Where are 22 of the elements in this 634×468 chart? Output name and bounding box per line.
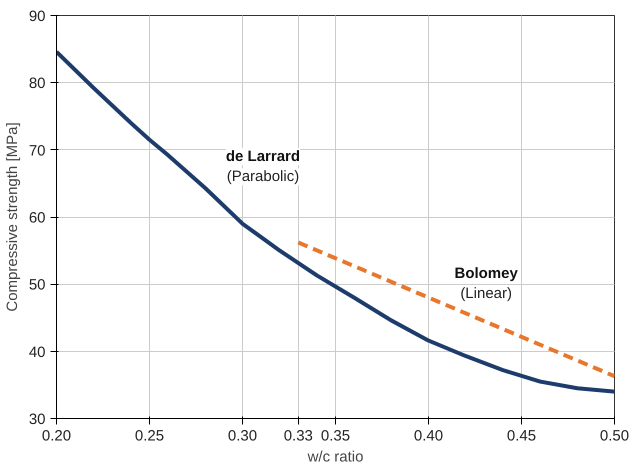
x-tick-label: 0.30 [228, 428, 258, 444]
x-tick-label: 0.33 [284, 428, 313, 444]
annotation: (Parabolic) [226, 168, 300, 186]
y-tick-label: 30 [28, 411, 46, 428]
x-axis-title: w/c ratio [306, 448, 364, 466]
y-tick-label: 70 [28, 142, 46, 160]
y-axis-title: Compressive strength [MPa] [4, 122, 21, 312]
line-series [56, 50, 614, 394]
y-tick-label: 60 [28, 210, 46, 226]
x-tick-label: 0.35 [320, 428, 350, 444]
series-label: Bolomey [454, 265, 518, 282]
y-tick-label: 90 [28, 8, 46, 25]
annotation: (Linear) [460, 285, 512, 302]
x-tick-label: 0.50 [600, 428, 630, 444]
y-tick-label: 40 [28, 344, 46, 361]
x-tick-label: 0.40 [414, 428, 444, 444]
y-tick-label: 80 [28, 75, 46, 92]
x-tick-label: 0.45 [506, 428, 536, 444]
x-tick-label: 0.25 [134, 428, 164, 444]
x-tick-label: 0.20 [42, 428, 72, 444]
y-tick-label: 50 [28, 276, 46, 294]
text: de Larrard [226, 148, 300, 166]
